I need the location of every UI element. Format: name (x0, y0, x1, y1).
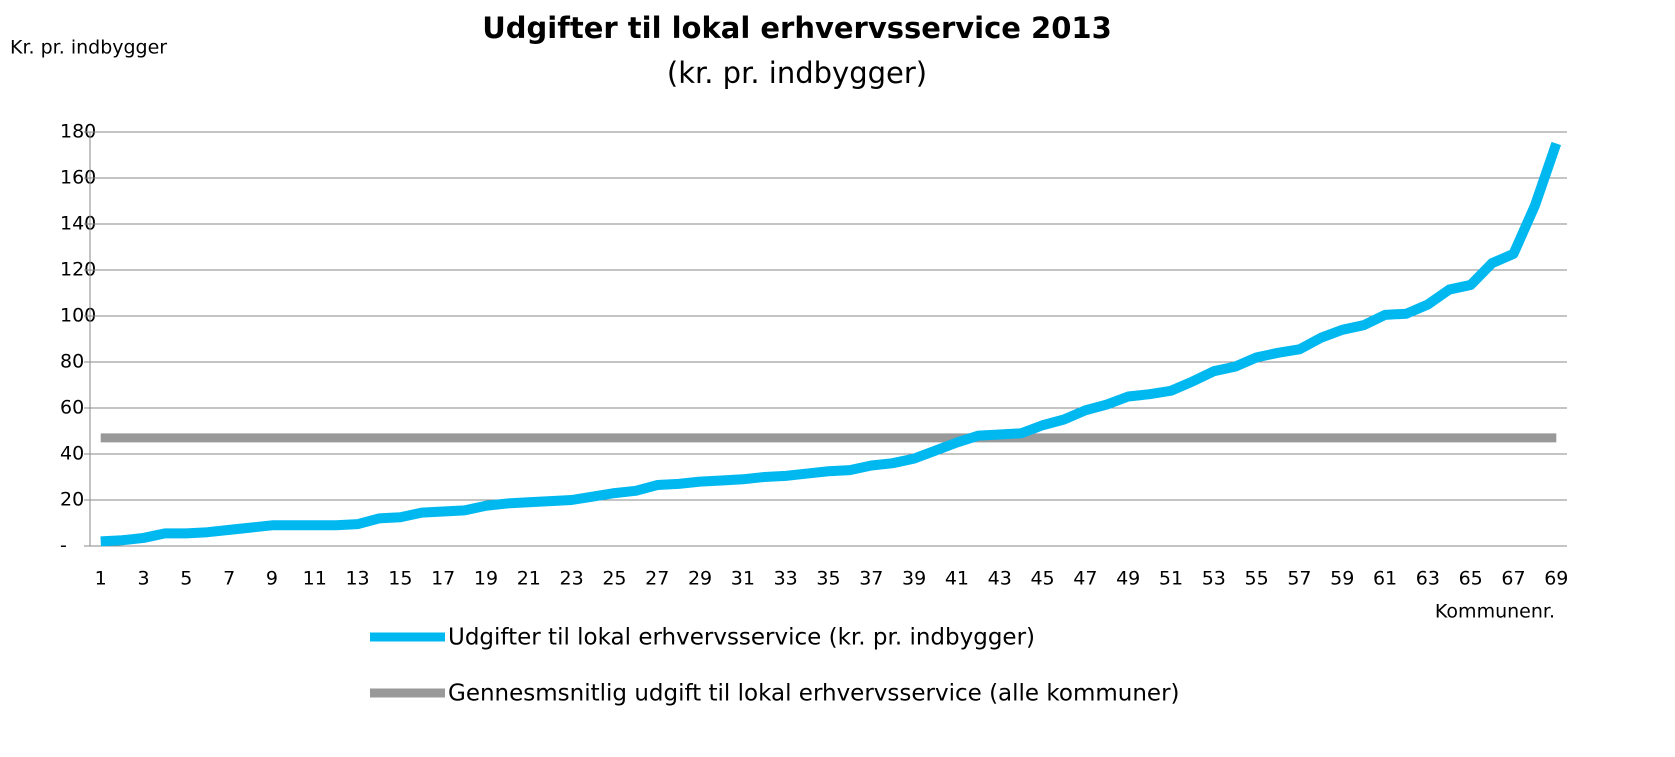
x-tick-label: 17 (431, 568, 455, 590)
x-tick-label: 45 (1030, 568, 1054, 590)
x-tick-label: 21 (517, 568, 541, 590)
y-tick-label: 100 (60, 305, 96, 327)
x-tick-label: 69 (1544, 568, 1568, 590)
x-tick-label: 63 (1416, 568, 1440, 590)
legend-label: Gennesmsnitlig udgift til lokal erhvervs… (448, 681, 1180, 707)
x-tick-label: 1 (95, 568, 107, 590)
x-tick-label: 13 (345, 568, 369, 590)
x-tick-label: 37 (859, 568, 883, 590)
y-tick-label: 120 (60, 259, 96, 281)
x-tick-label: 43 (988, 568, 1012, 590)
x-tick-label: 53 (1202, 568, 1226, 590)
y-tick-label: - (60, 535, 67, 557)
x-tick-label: 27 (645, 568, 669, 590)
x-tick-label: 39 (902, 568, 926, 590)
x-tick-label: 15 (388, 568, 412, 590)
y-tick-label: 160 (60, 167, 96, 189)
x-tick-label: 19 (474, 568, 498, 590)
x-tick-label: 33 (774, 568, 798, 590)
x-tick-label: 67 (1501, 568, 1525, 590)
y-tick-label: 180 (60, 121, 96, 143)
x-tick-label: 61 (1373, 568, 1397, 590)
series-line (100, 141, 1562, 547)
x-tick-label: 9 (266, 568, 278, 590)
y-tick-label: 20 (60, 489, 84, 511)
x-tick-label: 31 (731, 568, 755, 590)
x-tick-label: 55 (1245, 568, 1269, 590)
x-tick-label: 7 (223, 568, 235, 590)
x-axis-label: Kommunenr. (1435, 601, 1555, 623)
chart-title: Udgifter til lokal erhvervsservice 2013 (482, 11, 1112, 45)
x-tick-label: 11 (303, 568, 327, 590)
y-axis-label: Kr. pr. indbygger (10, 37, 167, 59)
x-tick-label: 57 (1287, 568, 1311, 590)
x-tick-label: 47 (1073, 568, 1097, 590)
legend-label: Udgifter til lokal erhvervsservice (kr. … (448, 625, 1035, 651)
y-tick-label: 140 (60, 213, 96, 235)
x-tick-label: 29 (688, 568, 712, 590)
x-tick-label: 49 (1116, 568, 1140, 590)
x-tick-label: 41 (945, 568, 969, 590)
x-tick-label: 25 (602, 568, 626, 590)
x-tick-label: 35 (816, 568, 840, 590)
x-tick-label: 51 (1159, 568, 1183, 590)
y-tick-label: 80 (60, 351, 84, 373)
x-tick-label: 23 (560, 568, 584, 590)
x-tick-label: 5 (180, 568, 192, 590)
x-tick-label: 59 (1330, 568, 1354, 590)
y-tick-label: 40 (60, 443, 84, 465)
x-tick-label: 3 (137, 568, 149, 590)
x-tick-label: 65 (1459, 568, 1483, 590)
y-tick-label: 60 (60, 397, 84, 419)
chart-subtitle: (kr. pr. indbygger) (667, 56, 927, 90)
